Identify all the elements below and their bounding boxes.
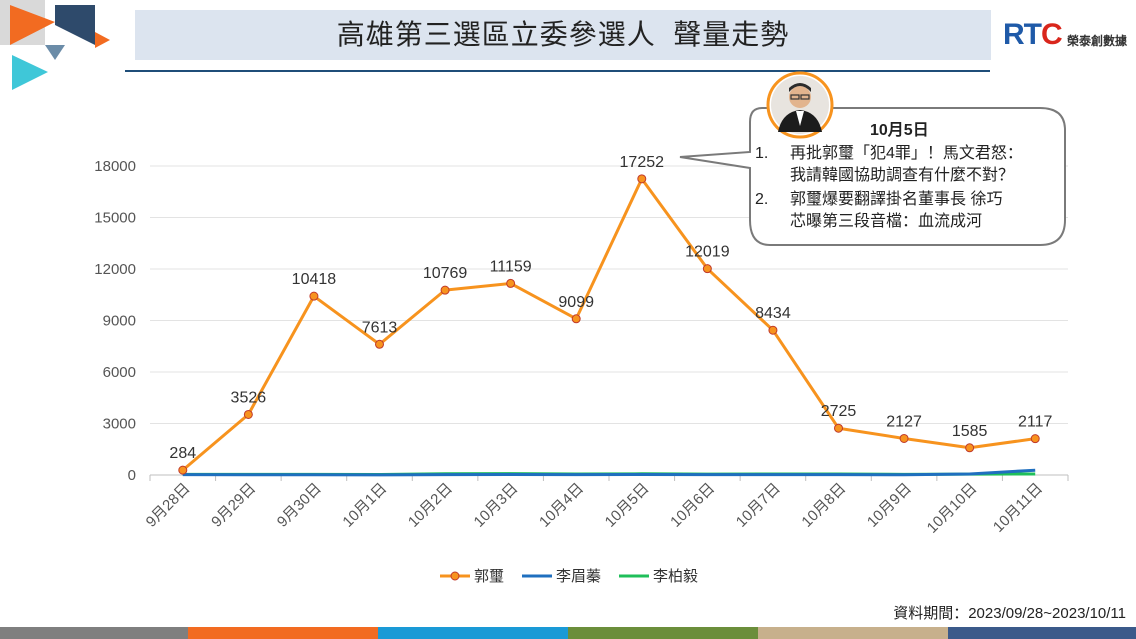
x-tick-label: 10月5日 (602, 480, 653, 531)
data-point (965, 443, 975, 453)
x-tick-label: 10月6日 (667, 480, 718, 531)
title-underline (125, 70, 990, 72)
data-period-note: 資料期間：2023/09/28~2023/10/11 (893, 605, 1126, 622)
x-tick-label: 10月4日 (536, 480, 587, 531)
x-tick-label: 10月2日 (405, 480, 456, 531)
data-label: 2127 (886, 413, 922, 430)
x-tick-label: 10月1日 (339, 480, 390, 531)
x-tick-label: 10月7日 (733, 480, 784, 531)
y-tick-label: 0 (128, 467, 136, 484)
data-label: 8434 (755, 305, 791, 322)
chart-legend: 郭璽 李眉蓁 李柏毅 (440, 565, 698, 586)
x-tick-label: 10月11日 (990, 480, 1046, 536)
callout-item1-number: 1. (755, 145, 769, 162)
data-label: 3526 (231, 389, 267, 406)
callout-bubble (679, 71, 1066, 246)
x-tick-label: 10月9日 (864, 480, 915, 531)
x-tick-label: 9月30日 (274, 480, 325, 531)
line-chart: 0 3000 6000 9000 12000 15000 18000 9月28日 9月29日 9月… (94, 154, 1069, 537)
data-label: 2117 (1018, 414, 1053, 431)
data-label: 2725 (821, 403, 857, 420)
y-tick-label: 15000 (94, 210, 136, 227)
data-point (440, 285, 450, 295)
legend-marker-series1 (440, 571, 470, 580)
corner-logo-graphic (0, 0, 110, 90)
x-tick-label: 10月10日 (924, 480, 981, 537)
band-segment (0, 627, 188, 639)
data-label: 11159 (490, 258, 532, 275)
data-point (309, 291, 319, 301)
legend-label-series2: 李眉蓁 (556, 568, 602, 585)
x-tick-label: 10月3日 (471, 480, 522, 531)
data-point (702, 264, 712, 274)
data-point (637, 174, 647, 184)
band-segment (948, 627, 1136, 639)
y-tick-label: 9000 (103, 313, 136, 330)
series-line-2 (182, 468, 1036, 477)
band-segment (758, 627, 948, 639)
callout-item1-line1: 再批郭璽「犯4罪」！馬文君怒： (790, 145, 1023, 162)
data-point (768, 325, 778, 335)
title-background (135, 10, 991, 60)
data-point (178, 465, 188, 475)
callout-title: 10月5日 (870, 122, 929, 139)
band-segment (378, 627, 568, 639)
data-point (1030, 434, 1040, 444)
rtc-logo-subtitle: 榮泰創數據 (1067, 34, 1128, 48)
legend-item-series1: 郭璽 (440, 565, 504, 586)
data-label: 10418 (292, 271, 337, 288)
data-point (243, 409, 253, 419)
rtc-logo: RTC (1003, 18, 1063, 51)
data-label: 17252 (620, 154, 665, 171)
legend-item-series3: 李柏毅 (619, 565, 698, 586)
legend-label-series1: 郭璽 (474, 568, 505, 585)
data-label: 10769 (423, 265, 468, 282)
data-label: 12019 (685, 244, 730, 261)
x-tick-label: 9月28日 (143, 480, 194, 531)
y-tick-label: 12000 (94, 261, 136, 278)
band-segment (188, 627, 378, 639)
data-label: 7613 (362, 319, 398, 336)
y-tick-label: 6000 (103, 364, 136, 381)
callout-item2-line1: 郭璽爆要翻譯掛名董事長 徐巧 (790, 191, 1003, 208)
callout-item2-number: 2. (755, 191, 769, 208)
y-tick-label: 18000 (94, 158, 136, 175)
band-segment (568, 627, 758, 639)
chart-title: 高雄第三選區立委參選人 聲量走勢 (336, 19, 790, 50)
legend-marker-series2 (522, 574, 553, 577)
data-label: 9099 (558, 294, 594, 311)
data-point (571, 314, 581, 324)
data-point (375, 339, 384, 349)
data-point (834, 423, 843, 433)
callout-item2-line2: 芯曝第三段音檔：血流成河 (790, 213, 983, 230)
bottom-color-band (0, 627, 1136, 639)
legend-item-series2: 李眉蓁 (522, 565, 601, 586)
data-point (506, 278, 516, 288)
data-label: 284 (169, 445, 196, 462)
legend-label-series3: 李柏毅 (653, 568, 699, 585)
x-tick-label: 9月29日 (208, 480, 259, 531)
x-tick-label: 10月8日 (798, 480, 849, 531)
data-point (899, 433, 909, 443)
callout-item1-line2: 我請韓國協助調查有什麼不對？ (790, 167, 1015, 184)
series-line-1 (181, 177, 1036, 472)
legend-marker-series3 (619, 574, 650, 577)
data-label: 1585 (952, 423, 988, 440)
y-tick-label: 3000 (103, 416, 136, 433)
